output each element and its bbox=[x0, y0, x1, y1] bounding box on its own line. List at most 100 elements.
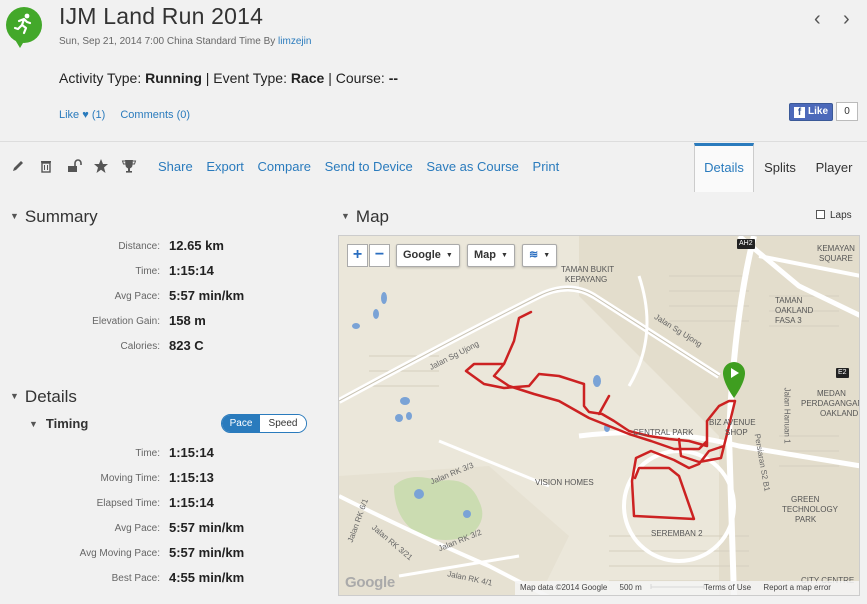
timing-row: Elapsed Time: 1:15:14 bbox=[0, 495, 300, 515]
header-divider bbox=[0, 141, 867, 142]
activity-type-line: Activity Type: Running | Event Type: Rac… bbox=[59, 70, 399, 86]
social-links: Like ♥ (1) Comments (0) bbox=[59, 109, 202, 121]
route-map[interactable]: + − Google ▼ Map ▼ ≋ ▼ AH2 E2 KEMAYAN SQUAR… bbox=[338, 235, 860, 596]
timing-value: 4:55 min/km bbox=[169, 570, 245, 585]
trash-icon[interactable] bbox=[38, 158, 54, 174]
collapse-triangle-icon: ▼ bbox=[29, 419, 38, 429]
chevron-down-icon: ▼ bbox=[501, 252, 508, 259]
map-label: KEMAYAN bbox=[817, 244, 855, 253]
summary-row: Elevation Gain: 158 m bbox=[0, 313, 300, 333]
timing-row: Time: 1:15:14 bbox=[0, 445, 300, 465]
terms-link[interactable]: Terms of Use bbox=[704, 583, 752, 592]
activity-type-value: Running bbox=[145, 70, 202, 86]
google-logo[interactable]: Google bbox=[345, 574, 395, 591]
map-label: FASA 3 bbox=[775, 316, 802, 325]
unlock-icon[interactable] bbox=[66, 158, 82, 174]
tab-player[interactable]: Player bbox=[815, 160, 853, 175]
map-label: PERDAGANGAN bbox=[801, 399, 860, 408]
compare-link[interactable]: Compare bbox=[257, 159, 311, 174]
map-label: MEDAN bbox=[817, 389, 846, 398]
summary-heading-text: Summary bbox=[24, 207, 98, 226]
map-label: SEREMBAN 2 bbox=[651, 529, 703, 538]
timing-row: Avg Moving Pace: 5:57 min/km bbox=[0, 545, 300, 565]
map-label: CENTRAL PARK bbox=[633, 428, 694, 437]
map-label: BIZ AVENUE bbox=[709, 418, 756, 427]
event-type-label: Event Type: bbox=[213, 70, 287, 86]
timing-heading-text: Timing bbox=[45, 416, 89, 431]
pencil-icon[interactable] bbox=[10, 158, 26, 174]
timing-heading[interactable]: ▼ Timing bbox=[29, 416, 88, 431]
activity-title[interactable]: IJM Land Run 2014 bbox=[59, 3, 264, 29]
map-type-value: Map bbox=[474, 249, 496, 261]
timing-value: 5:57 min/km bbox=[169, 545, 245, 560]
summary-value: 5:57 min/km bbox=[169, 288, 245, 303]
send-to-device-link[interactable]: Send to Device bbox=[324, 159, 413, 174]
map-label: OAKLAND bbox=[775, 306, 814, 315]
timing-value: 1:15:14 bbox=[169, 445, 214, 460]
map-type-dropdown[interactable]: Map ▼ bbox=[467, 244, 515, 267]
laps-checkbox-box[interactable] bbox=[816, 210, 825, 219]
next-arrow-icon[interactable]: › bbox=[843, 8, 850, 30]
trophy-icon[interactable] bbox=[121, 158, 137, 174]
summary-value: 12.65 km bbox=[169, 238, 224, 253]
course-label: Course: bbox=[335, 70, 385, 86]
laps-label: Laps bbox=[830, 210, 852, 221]
timing-value: 1:15:14 bbox=[169, 495, 214, 510]
details-heading[interactable]: ▼ Details bbox=[10, 387, 77, 407]
summary-label: Elevation Gain: bbox=[92, 316, 160, 327]
speed-toggle-option[interactable]: Speed bbox=[260, 415, 306, 432]
map-label: OAKLAND bbox=[820, 409, 859, 418]
pace-speed-toggle[interactable]: Pace Speed bbox=[221, 414, 307, 433]
tab-details[interactable]: Details bbox=[694, 143, 754, 192]
summary-heading[interactable]: ▼ Summary bbox=[10, 207, 98, 227]
summary-value: 823 C bbox=[169, 338, 204, 353]
event-type-value: Race bbox=[290, 70, 325, 86]
map-heading[interactable]: ▼ Map bbox=[341, 207, 389, 227]
road-label: Jalan Hanuan 1 bbox=[782, 387, 792, 444]
share-link[interactable]: Share bbox=[158, 159, 193, 174]
zoom-in-button[interactable]: + bbox=[347, 244, 368, 267]
summary-row: Avg Pace: 5:57 min/km bbox=[0, 288, 300, 308]
previous-arrow-icon[interactable]: ‹ bbox=[814, 8, 821, 30]
timing-row: Moving Time: 1:15:13 bbox=[0, 470, 300, 490]
details-heading-text: Details bbox=[24, 387, 77, 406]
facebook-like-button[interactable]: f Like bbox=[789, 103, 834, 121]
timing-label: Avg Moving Pace: bbox=[79, 548, 160, 559]
save-as-course-link[interactable]: Save as Course bbox=[426, 159, 519, 174]
map-label: SHOP bbox=[725, 428, 748, 437]
map-label: TAMAN bbox=[775, 296, 803, 305]
map-label: VISION HOMES bbox=[535, 478, 594, 487]
summary-row: Time: 1:15:14 bbox=[0, 263, 300, 283]
collapse-triangle-icon: ▼ bbox=[10, 391, 19, 401]
timing-label: Elapsed Time: bbox=[96, 498, 160, 509]
tab-splits[interactable]: Splits bbox=[764, 160, 796, 175]
map-scale-label: 500 m bbox=[619, 583, 642, 592]
running-activity-icon bbox=[6, 7, 42, 43]
summary-label: Distance: bbox=[118, 241, 160, 252]
summary-value: 1:15:14 bbox=[169, 263, 214, 278]
activity-date-text: Sun, Sep 21, 2014 7:00 China Standard Ti… bbox=[59, 36, 276, 47]
map-label: GREEN bbox=[791, 495, 820, 504]
summary-row: Distance: 12.65 km bbox=[0, 238, 300, 258]
collapse-triangle-icon: ▼ bbox=[341, 211, 350, 221]
comments-link[interactable]: Comments (0) bbox=[120, 109, 191, 121]
timing-row: Best Pace: 4:55 min/km bbox=[0, 570, 300, 590]
laps-checkbox[interactable]: Laps bbox=[816, 210, 852, 221]
map-label: KEPAYANG bbox=[565, 275, 608, 284]
zoom-out-button[interactable]: − bbox=[369, 244, 390, 267]
print-link[interactable]: Print bbox=[532, 159, 560, 174]
pace-toggle-option[interactable]: Pace bbox=[222, 415, 260, 432]
summary-label: Calories: bbox=[120, 341, 160, 352]
summary-label: Time: bbox=[135, 266, 160, 277]
like-link[interactable]: Like ♥ (1) bbox=[59, 109, 106, 121]
map-canvas bbox=[339, 236, 859, 595]
activity-icon-tail bbox=[14, 38, 26, 48]
map-layers-dropdown[interactable]: ≋ ▼ bbox=[522, 244, 558, 267]
timing-label: Avg Pace: bbox=[114, 523, 160, 534]
export-link[interactable]: Export bbox=[206, 159, 244, 174]
star-icon[interactable] bbox=[93, 158, 109, 174]
author-link[interactable]: limzejin bbox=[278, 36, 312, 47]
map-heading-text: Map bbox=[355, 207, 389, 226]
report-map-error-link[interactable]: Report a map error bbox=[763, 583, 831, 592]
map-provider-dropdown[interactable]: Google ▼ bbox=[396, 244, 460, 267]
